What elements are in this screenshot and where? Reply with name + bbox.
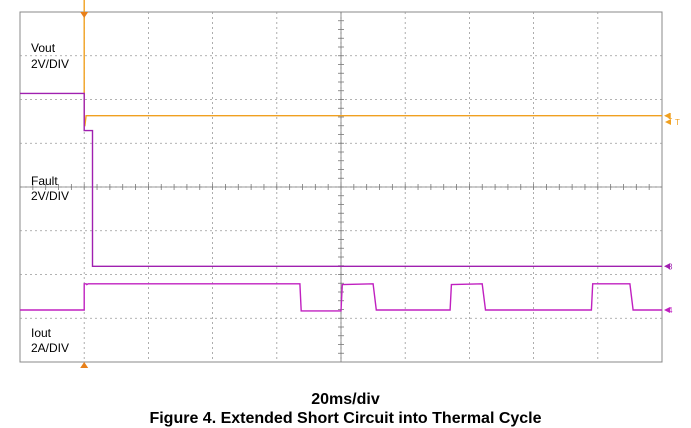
ch4-level-label: 4 — [668, 306, 673, 315]
iout-channel-scale: 2A/DIV — [31, 341, 69, 355]
ch4-level-arrow — [664, 307, 670, 313]
ch1-level-label: 1 — [668, 112, 673, 121]
scope-markers: T1 3 4 — [80, 12, 680, 368]
timebase-label: 20ms/div — [311, 391, 380, 408]
trigger-top-marker — [80, 12, 89, 18]
trigger-bottom-marker — [80, 362, 89, 368]
trace-iout — [20, 283, 662, 312]
iout-channel-name: Iout — [31, 326, 52, 340]
figure-caption: Figure 4. Extended Short Circuit into Th… — [149, 410, 542, 427]
vout-channel-scale: 2V/DIV — [31, 57, 69, 71]
ch3-level-label: 3 — [668, 262, 673, 271]
trace-fault — [20, 92, 662, 267]
trigger-level-arrow — [665, 119, 671, 125]
scope-traces — [20, 0, 662, 312]
fault-channel-name: Fault — [31, 174, 58, 188]
ch1-level-arrow — [664, 112, 670, 119]
trigger-level-label: T — [675, 118, 680, 127]
ch3-level-arrow — [664, 263, 670, 270]
oscilloscope-screen: T1 3 4 Vout 2V/DIV Fault 2V/DIV Iout 2A/DI… — [19, 0, 680, 368]
fault-channel-scale: 2V/DIV — [31, 189, 69, 203]
vout-channel-name: Vout — [31, 41, 56, 55]
